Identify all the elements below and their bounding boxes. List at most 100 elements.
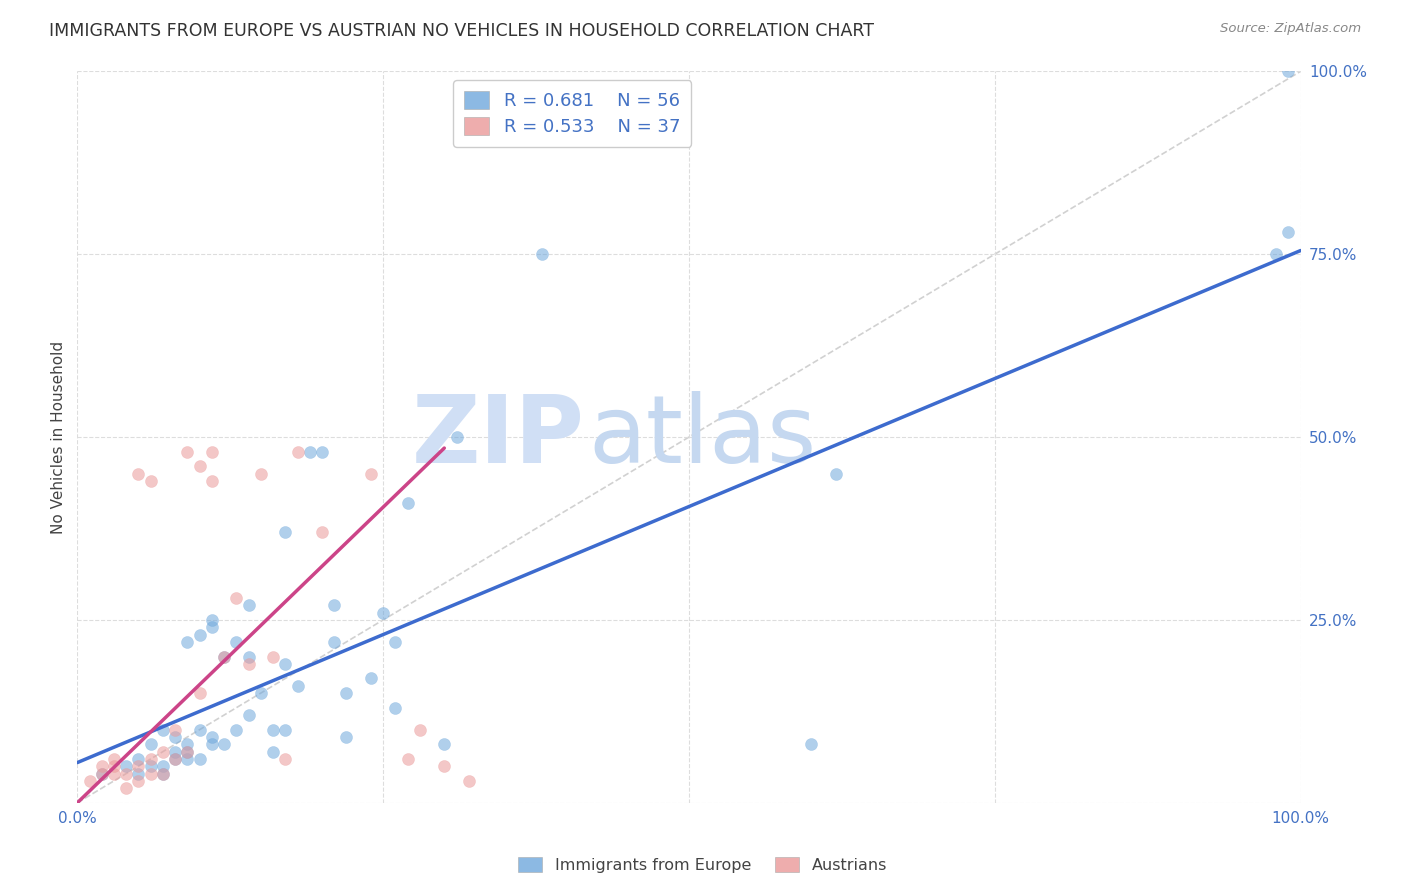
Point [201,730,224,744]
Point [139,474,162,488]
Point [90,766,112,780]
Point [323,599,346,613]
Point [188,723,211,737]
Point [79,773,101,788]
Point [176,745,198,759]
Point [433,737,456,751]
Point [238,657,260,671]
Point [824,467,846,481]
Point [360,672,382,686]
Point [433,759,456,773]
Point [176,444,198,458]
Point [152,723,174,737]
Point [212,737,235,751]
Point [139,766,162,780]
Text: IMMIGRANTS FROM EUROPE VS AUSTRIAN NO VEHICLES IN HOUSEHOLD CORRELATION CHART: IMMIGRANTS FROM EUROPE VS AUSTRIAN NO VE… [49,22,875,40]
Point [115,781,138,796]
Point [250,467,273,481]
Point [250,686,273,700]
Legend: Immigrants from Europe, Austrians: Immigrants from Europe, Austrians [512,851,894,880]
Point [152,745,174,759]
Point [311,444,333,458]
Point [115,766,138,780]
Point [311,525,333,540]
Point [274,752,297,766]
Point [115,759,138,773]
Point [152,766,174,780]
Point [262,649,284,664]
Point [409,723,432,737]
Point [188,752,211,766]
Point [103,766,125,780]
Text: Source: ZipAtlas.com: Source: ZipAtlas.com [1220,22,1361,36]
Point [1277,225,1299,239]
Point [225,635,247,649]
Point [176,745,198,759]
Point [127,759,149,773]
Point [287,679,309,693]
Point [90,759,112,773]
Y-axis label: No Vehicles in Household: No Vehicles in Household [51,341,66,533]
Point [212,649,235,664]
Point [201,613,224,627]
Point [152,766,174,780]
Point [360,467,382,481]
Point [225,723,247,737]
Point [396,752,419,766]
Point [152,759,174,773]
Point [103,752,125,766]
Point [165,723,187,737]
Point [238,649,260,664]
Point [274,723,297,737]
Point [262,723,284,737]
Point [90,766,112,780]
Point [384,700,406,714]
Point [188,459,211,474]
Point [531,247,554,261]
Point [139,752,162,766]
Point [335,686,357,700]
Point [165,752,187,766]
Point [139,737,162,751]
Point [127,467,149,481]
Point [1265,247,1288,261]
Point [139,759,162,773]
Point [800,737,823,751]
Point [287,444,309,458]
Point [188,686,211,700]
Point [165,745,187,759]
Point [176,737,198,751]
Point [188,627,211,641]
Point [457,773,479,788]
Legend: R = 0.681    N = 56, R = 0.533    N = 37: R = 0.681 N = 56, R = 0.533 N = 37 [453,80,692,147]
Point [274,657,297,671]
Point [176,635,198,649]
Point [323,635,346,649]
Point [201,737,224,751]
Point [274,525,297,540]
Point [371,606,394,620]
Text: ZIP: ZIP [412,391,585,483]
Point [238,599,260,613]
Point [176,752,198,766]
Point [396,496,419,510]
Point [446,430,468,444]
Point [1277,64,1299,78]
Point [298,444,321,458]
Point [165,730,187,744]
Point [127,773,149,788]
Point [262,745,284,759]
Point [238,708,260,723]
Point [103,759,125,773]
Point [165,752,187,766]
Point [127,766,149,780]
Point [384,635,406,649]
Point [127,752,149,766]
Point [225,591,247,605]
Point [201,444,224,458]
Point [201,620,224,634]
Point [335,730,357,744]
Point [212,649,235,664]
Text: atlas: atlas [589,391,817,483]
Point [201,474,224,488]
